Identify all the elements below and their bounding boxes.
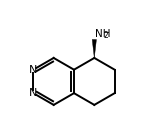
Text: N: N [29,65,38,75]
Polygon shape [92,39,96,58]
Text: N: N [29,88,38,98]
Text: NH: NH [95,29,110,39]
Text: 2: 2 [104,31,108,40]
